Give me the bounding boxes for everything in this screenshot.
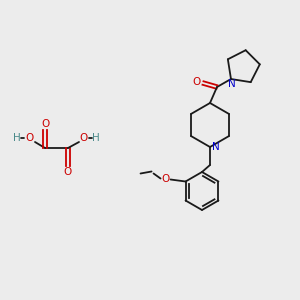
Text: O: O [41,119,49,129]
Text: O: O [64,167,72,177]
Text: O: O [193,77,201,87]
Text: O: O [161,173,170,184]
Text: H: H [13,133,21,143]
Text: N: N [212,142,220,152]
Text: H: H [92,133,100,143]
Text: N: N [228,79,236,89]
Text: O: O [25,133,33,143]
Text: O: O [80,133,88,143]
